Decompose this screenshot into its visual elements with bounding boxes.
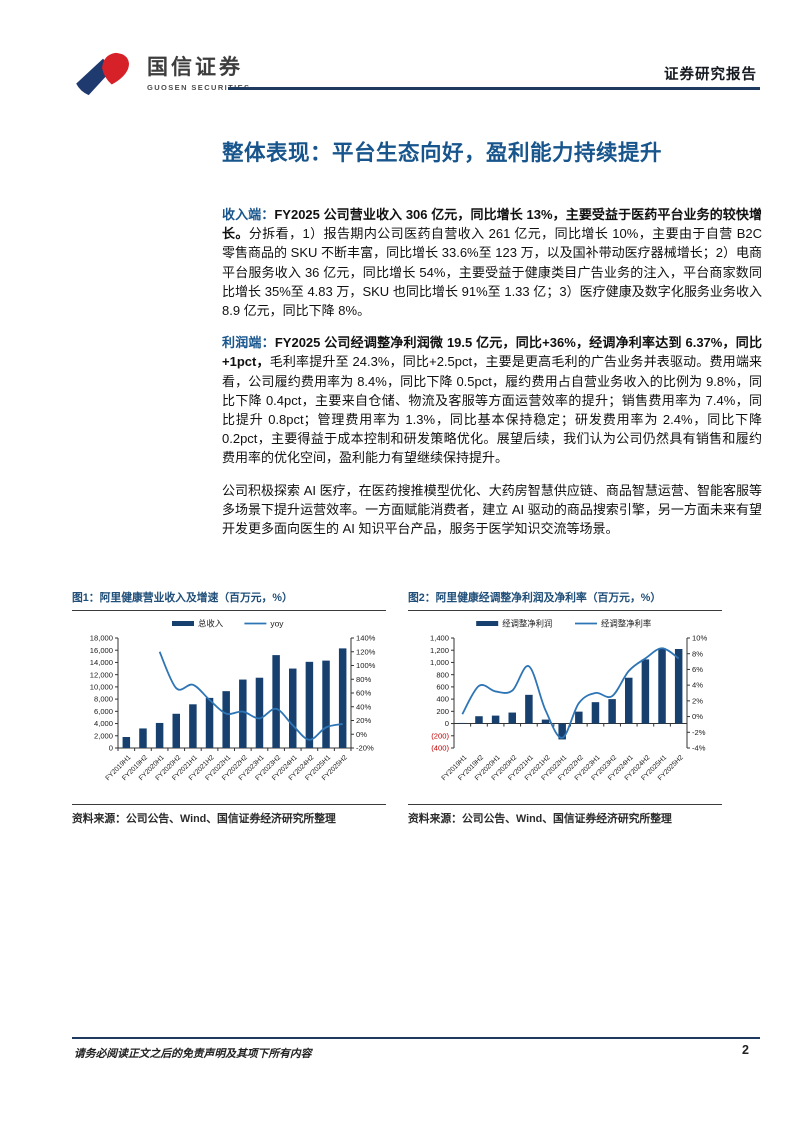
svg-text:-20%: -20%: [356, 744, 374, 753]
svg-text:400: 400: [436, 695, 449, 704]
svg-text:4%: 4%: [692, 681, 703, 690]
svg-text:总收入: 总收入: [198, 619, 224, 629]
paragraph-revenue-label: 收入端：: [222, 207, 275, 222]
figure-1: 图1：阿里健康营业收入及增速（百万元，%） 0 2,000 4,000 6,000 8,…: [72, 592, 386, 826]
body-text-column: 收入端：FY2025 公司营业收入 306 亿元，同比增长 13%，主要受益于医…: [222, 205, 762, 551]
svg-text:(200): (200): [431, 732, 449, 741]
page-title: 整体表现：平台生态向好，盈利能力持续提升: [222, 141, 663, 165]
svg-text:600: 600: [436, 683, 449, 692]
svg-text:yoy: yoy: [270, 619, 284, 629]
svg-text:60%: 60%: [356, 689, 371, 698]
paragraph-ai-text: 公司积极探索 AI 医疗，在医药搜推模型优化、大药房智慧供应链、商品智慧运营、智…: [222, 482, 762, 537]
header-divider: [228, 87, 760, 90]
svg-text:14,000: 14,000: [90, 659, 113, 668]
svg-text:6,000: 6,000: [94, 707, 113, 716]
figure-2-title: 图2：阿里健康经调整净利润及净利率（百万元，%）: [408, 592, 722, 612]
paragraph-profit-text: 毛利率提升至 24.3%，同比+2.5pct，主要是更高毛利的广告业务并表驱动。…: [222, 354, 762, 466]
svg-text:0: 0: [109, 744, 113, 753]
svg-text:2,000: 2,000: [94, 732, 113, 741]
figure-2-chart: (400) (200) 0 200 400 600 800 1,000 1,200 1,400 -4…: [408, 614, 722, 804]
logo-en-text: GUOSEN SECURITIES: [147, 82, 251, 92]
figures-section: 图1：阿里健康营业收入及增速（百万元，%） 0 2,000 4,000 6,000 8,…: [72, 592, 722, 826]
svg-text:80%: 80%: [356, 675, 371, 684]
svg-text:20%: 20%: [356, 717, 371, 726]
svg-text:0%: 0%: [356, 730, 367, 739]
svg-text:经调整净利率: 经调整净利率: [601, 619, 651, 629]
paragraph-ai: 公司积极探索 AI 医疗，在医药搜推模型优化、大药房智慧供应链、商品智慧运营、智…: [222, 481, 762, 539]
paragraph-revenue: 收入端：FY2025 公司营业收入 306 亿元，同比增长 13%，主要受益于医…: [222, 205, 762, 320]
svg-text:16,000: 16,000: [90, 646, 113, 655]
svg-text:0: 0: [445, 720, 449, 729]
svg-text:200: 200: [436, 707, 449, 716]
svg-text:10,000: 10,000: [90, 683, 113, 692]
svg-text:1,200: 1,200: [430, 646, 449, 655]
svg-text:8%: 8%: [692, 650, 703, 659]
guosen-logo: 国信证券 GUOSEN SECURITIES: [74, 50, 250, 98]
footer-divider: [72, 1037, 760, 1039]
svg-text:1,000: 1,000: [430, 659, 449, 668]
svg-text:-4%: -4%: [692, 744, 706, 753]
paragraph-revenue-bold: FY2025 公司营业收入 306 亿元，同比增长 13%，主要受益于医药平台业…: [222, 207, 762, 242]
svg-text:10%: 10%: [692, 634, 707, 643]
svg-text:100%: 100%: [356, 662, 376, 671]
svg-text:40%: 40%: [356, 703, 371, 712]
svg-text:120%: 120%: [356, 648, 376, 657]
figure-2: 图2：阿里健康经调整净利润及净利率（百万元，%） (400) (200) 0 200 4…: [408, 592, 722, 826]
logo-cn-text: 国信证券: [147, 56, 243, 80]
guosen-logo-icon: [76, 52, 129, 96]
footer-disclaimer: 请务必阅读正文之后的免责声明及其项下所有内容: [74, 1048, 312, 1060]
paragraph-revenue-text: 分拆看，1）报告期内公司医药自营收入 261 亿元，同比增长 10%，主要由于自…: [222, 226, 762, 319]
svg-text:6%: 6%: [692, 666, 703, 675]
svg-text:18,000: 18,000: [90, 634, 113, 643]
svg-text:0%: 0%: [692, 713, 703, 722]
svg-text:-2%: -2%: [692, 728, 706, 737]
figure-1-chart: 0 2,000 4,000 6,000 8,000 10,000 12,000 14,000 1…: [72, 614, 386, 804]
paragraph-profit-bold: FY2025 公司经调整净利润微 19.5 亿元，同比+36%，经调净利率达到 …: [222, 335, 762, 370]
svg-text:经调整净利润: 经调整净利润: [502, 619, 552, 629]
figure-2-source: 资料来源：公司公告、Wind、国信证券经济研究所整理: [408, 804, 722, 826]
svg-text:2%: 2%: [692, 697, 703, 706]
page-number: 2: [742, 1043, 749, 1057]
paragraph-profit-label: 利润端：: [222, 335, 275, 351]
figure-1-title: 图1：阿里健康营业收入及增速（百万元，%）: [72, 592, 386, 612]
svg-text:8,000: 8,000: [94, 695, 113, 704]
svg-text:1,400: 1,400: [430, 634, 449, 643]
svg-text:12,000: 12,000: [90, 671, 113, 680]
figure-1-source: 资料来源：公司公告、Wind、国信证券经济研究所整理: [72, 804, 386, 826]
svg-text:140%: 140%: [356, 634, 376, 643]
svg-text:800: 800: [436, 671, 449, 680]
report-type-label: 证券研究报告: [664, 67, 757, 83]
paragraph-profit: 利润端：FY2025 公司经调整净利润微 19.5 亿元，同比+36%，经调净利…: [222, 333, 762, 467]
svg-text:4,000: 4,000: [94, 720, 113, 729]
svg-text:(400): (400): [431, 744, 449, 753]
